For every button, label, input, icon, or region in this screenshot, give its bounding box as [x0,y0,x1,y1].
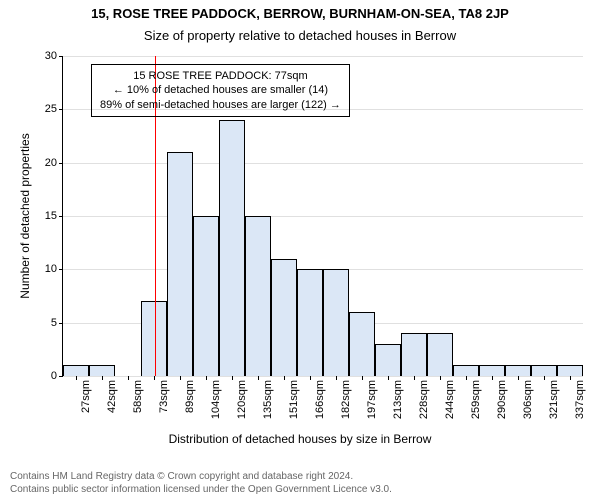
x-tick-label: 104sqm [210,376,222,419]
x-tick-mark [492,376,493,380]
x-tick-label: 89sqm [184,376,196,413]
x-tick-mark [388,376,389,380]
x-tick-mark [518,376,519,380]
x-tick-label: 306sqm [522,376,534,419]
x-tick-mark [440,376,441,380]
bar [375,344,401,376]
x-tick-mark [466,376,467,380]
bar [427,333,453,376]
y-tick-label: 0 [51,370,63,382]
x-tick-mark [362,376,363,380]
bar [167,152,193,376]
x-tick-label: 135sqm [262,376,274,419]
y-tick-label: 10 [45,263,63,275]
x-tick-mark [570,376,571,380]
footer-attribution: Contains HM Land Registry data © Crown c… [10,471,392,496]
footer-line-1: Contains HM Land Registry data © Crown c… [10,471,392,484]
bar [271,259,297,376]
x-tick-mark [102,376,103,380]
x-tick-label: 244sqm [444,376,456,419]
bar [505,365,531,376]
x-tick-label: 58sqm [132,376,144,413]
bar [89,365,115,376]
annotation-line: 89% of semi-detached houses are larger (… [100,98,341,112]
annotation-box: 15 ROSE TREE PADDOCK: 77sqm← 10% of deta… [91,64,350,117]
x-tick-label: 321sqm [548,376,560,419]
y-tick-label: 15 [45,210,63,222]
x-tick-mark [414,376,415,380]
bar [63,365,89,376]
bar [323,269,349,376]
bar [531,365,557,376]
y-tick-label: 5 [51,317,63,329]
figure: 15, ROSE TREE PADDOCK, BERROW, BURNHAM-O… [0,0,600,500]
x-tick-label: 182sqm [340,376,352,419]
bar [349,312,375,376]
bar [219,120,245,376]
x-tick-mark [128,376,129,380]
x-tick-label: 27sqm [80,376,92,413]
bar [245,216,271,376]
x-tick-mark [76,376,77,380]
x-tick-label: 151sqm [288,376,300,419]
x-tick-label: 259sqm [470,376,482,419]
x-tick-mark [544,376,545,380]
bar [557,365,583,376]
x-tick-label: 337sqm [574,376,586,419]
x-tick-mark [310,376,311,380]
annotation-line: ← 10% of detached houses are smaller (14… [100,83,341,97]
y-tick-label: 25 [45,103,63,115]
x-tick-mark [336,376,337,380]
plot-area: 15 ROSE TREE PADDOCK: 77sqm← 10% of deta… [62,56,583,377]
x-tick-mark [154,376,155,380]
bar [297,269,323,376]
x-tick-mark [180,376,181,380]
x-tick-label: 197sqm [366,376,378,419]
x-tick-mark [206,376,207,380]
footer-line-2: Contains public sector information licen… [10,484,392,497]
annotation-line: 15 ROSE TREE PADDOCK: 77sqm [100,69,341,83]
bar [193,216,219,376]
x-tick-label: 213sqm [392,376,404,419]
x-tick-label: 228sqm [418,376,430,419]
x-tick-label: 120sqm [236,376,248,419]
x-tick-mark [258,376,259,380]
x-tick-mark [232,376,233,380]
x-tick-label: 42sqm [106,376,118,413]
title-line-1: 15, ROSE TREE PADDOCK, BERROW, BURNHAM-O… [0,6,600,21]
bar [479,365,505,376]
bar [141,301,167,376]
bar [453,365,479,376]
x-tick-mark [284,376,285,380]
y-tick-label: 20 [45,157,63,169]
x-tick-label: 73sqm [158,376,170,413]
x-axis-label: Distribution of detached houses by size … [0,432,600,446]
title-line-2: Size of property relative to detached ho… [0,28,600,43]
y-axis-label: Number of detached properties [18,56,32,376]
bar [401,333,427,376]
y-tick-label: 30 [45,50,63,62]
x-tick-label: 290sqm [496,376,508,419]
x-tick-label: 166sqm [314,376,326,419]
